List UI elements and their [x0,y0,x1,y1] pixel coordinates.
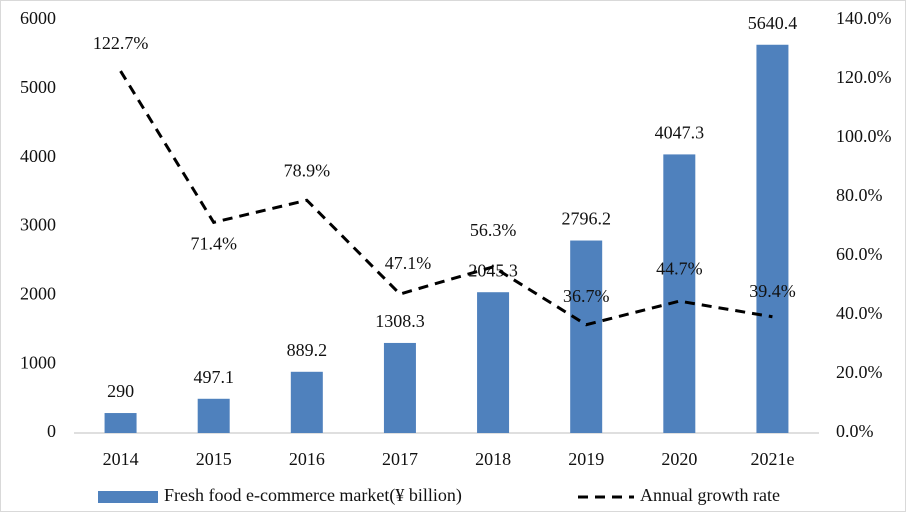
y2-tick-label: 140.0% [836,8,892,28]
bar [104,413,137,433]
x-tick-label: 2020 [661,449,697,469]
y2-tick-label: 120.0% [836,67,892,87]
bar-value-label: 4047.3 [655,123,705,143]
y2-tick-label: 20.0% [836,362,883,382]
line-value-label: 71.4% [190,233,237,253]
line-value-label: 44.7% [656,258,703,278]
line-value-label: 122.7% [93,33,149,53]
x-tick-label: 2019 [568,449,604,469]
growth-line [119,70,773,327]
y2-tick-label: 0.0% [836,421,874,441]
bar-value-label: 1308.3 [375,311,425,331]
y-tick-label: 1000 [20,352,56,372]
bar-value-label: 2045.3 [468,260,518,280]
bar [570,240,603,433]
bar [477,292,510,433]
y2-tick-label: 40.0% [836,303,883,323]
x-tick-label: 2018 [475,449,511,469]
y2-tick-label: 60.0% [836,244,883,264]
line-value-label: 78.9% [284,160,331,180]
line-value-label: 36.7% [563,286,610,306]
bar [756,44,789,433]
legend-label: Annual growth rate [640,485,780,505]
y-tick-label: 3000 [20,215,56,235]
y-tick-label: 2000 [20,283,56,303]
bar-value-label: 290 [107,381,134,401]
y-tick-label: 6000 [20,8,56,28]
line-value-label: 56.3% [470,220,517,240]
x-tick-label: 2021e [750,449,794,469]
bar [383,342,416,433]
y-tick-label: 5000 [20,77,56,97]
y-tick-label: 4000 [20,146,56,166]
y2-tick-label: 100.0% [836,126,892,146]
y-tick-label: 0 [47,421,56,441]
legend-swatch [98,491,158,503]
x-tick-label: 2014 [103,449,139,469]
legend-label: Fresh food e-commerce market(¥ billion) [164,485,462,506]
bar [663,154,696,434]
line-value-label: 47.1% [385,253,432,273]
x-tick-label: 2017 [382,449,418,469]
bar-value-label: 497.1 [193,367,234,387]
line-value-label: 39.4% [749,281,796,301]
bar-value-label: 2796.2 [561,209,611,229]
y2-tick-label: 80.0% [836,185,883,205]
bar [197,398,230,433]
x-tick-label: 2016 [289,449,325,469]
bar [290,371,323,433]
bar-value-label: 889.2 [287,340,328,360]
x-tick-label: 2015 [196,449,232,469]
bar-value-label: 5640.4 [748,13,798,33]
